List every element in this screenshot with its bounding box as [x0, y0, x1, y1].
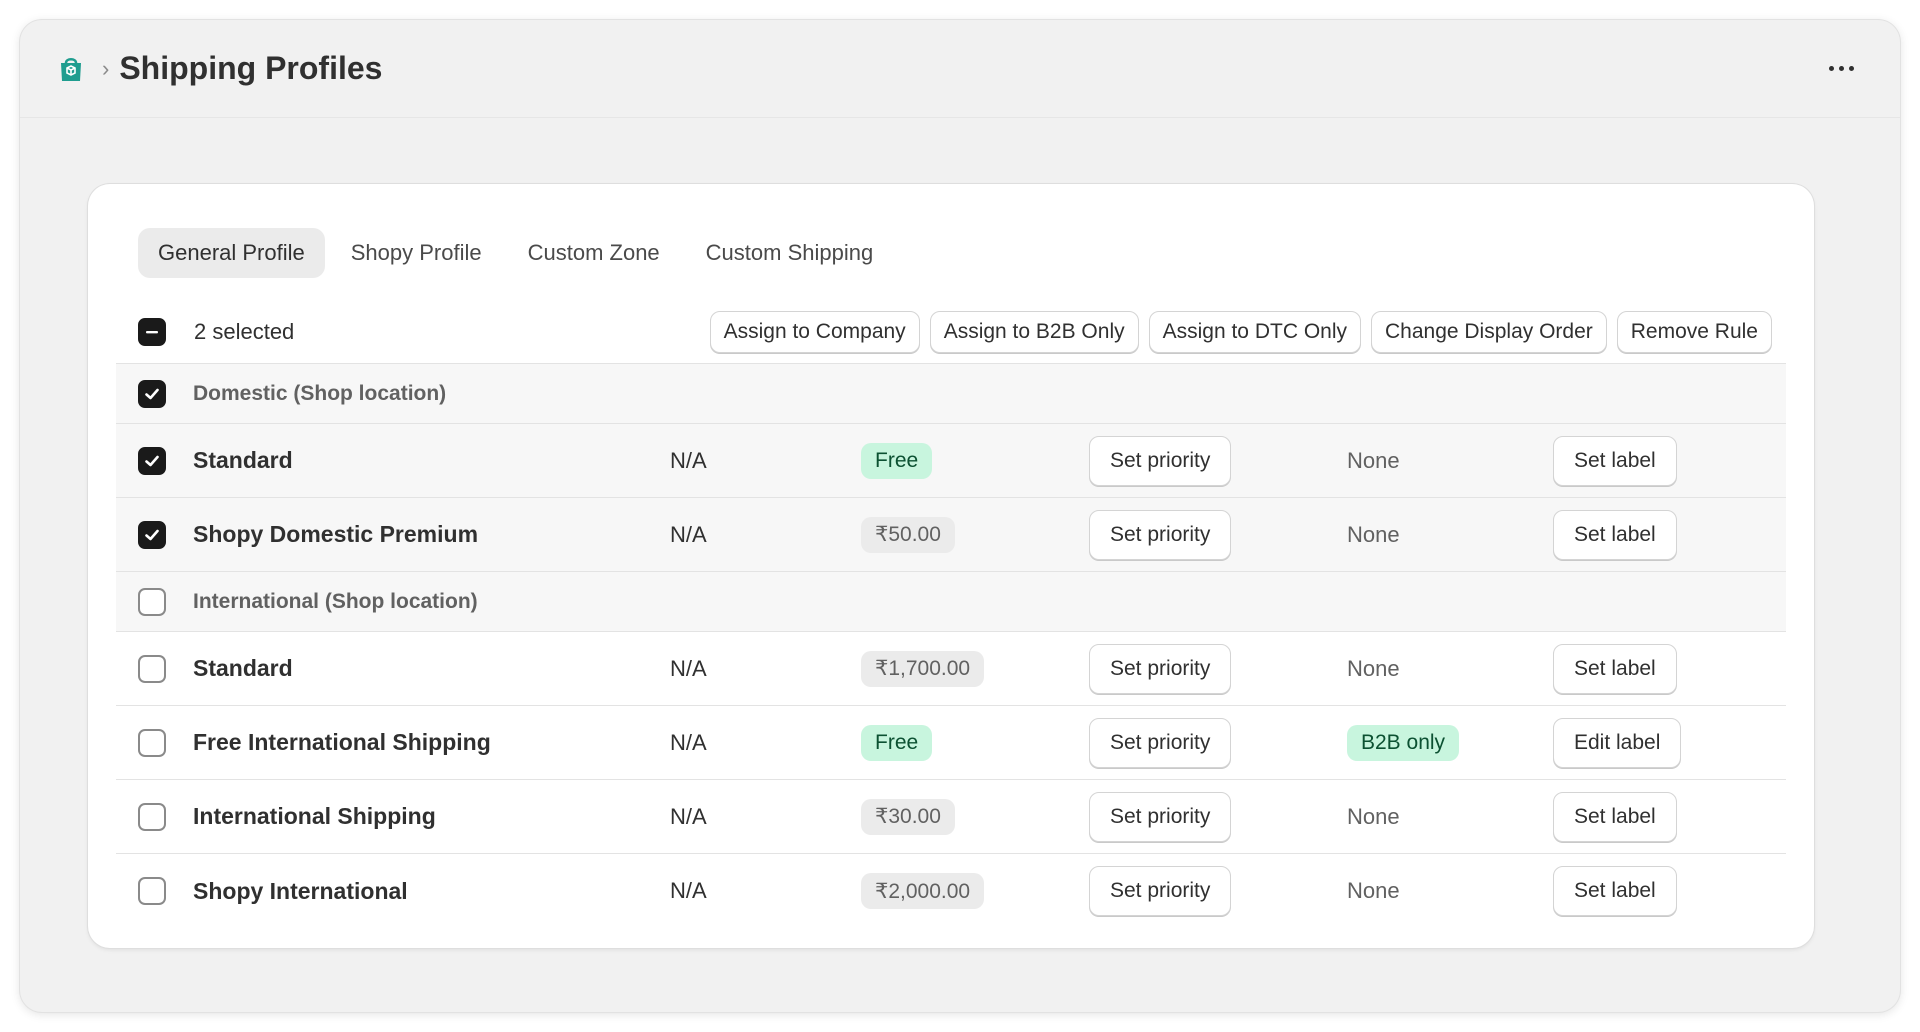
checkmark-icon	[145, 388, 159, 399]
audience-tag: None	[1347, 878, 1400, 903]
rate-condition: N/A	[670, 447, 707, 473]
select-all-checkbox[interactable]	[138, 317, 166, 346]
audience-tag: None	[1347, 655, 1400, 681]
edit-label-button[interactable]: Edit label	[1553, 717, 1682, 768]
page-title: Shipping Profiles	[119, 50, 383, 86]
table-row[interactable]: International Shipping N/A ₹30.00 Set pr…	[116, 780, 1786, 854]
zone-group-row: Domestic (Shop location)	[116, 364, 1786, 424]
rate-name: Standard	[193, 447, 293, 473]
remove-rule-button[interactable]: Remove Rule	[1616, 310, 1772, 353]
more-actions-button[interactable]	[1819, 56, 1864, 81]
bulk-actions-bar: 2 selected Assign to Company Assign to B…	[116, 300, 1786, 364]
price-badge: Free	[861, 442, 933, 479]
tab-general-profile[interactable]: General Profile	[138, 228, 325, 278]
set-label-button[interactable]: Set label	[1553, 509, 1677, 560]
set-priority-button[interactable]: Set priority	[1089, 643, 1232, 694]
price-badge: ₹1,700.00	[861, 650, 985, 687]
set-priority-button[interactable]: Set priority	[1089, 717, 1232, 768]
assign-to-dtc-only-button[interactable]: Assign to DTC Only	[1148, 310, 1361, 353]
zone-group-row: International (Shop location)	[116, 572, 1786, 632]
price-badge: ₹50.00	[861, 516, 955, 553]
set-priority-button[interactable]: Set priority	[1089, 791, 1232, 842]
change-display-order-button[interactable]: Change Display Order	[1371, 310, 1607, 353]
table-row[interactable]: Free International Shipping N/A Free Set…	[116, 706, 1786, 780]
top-bar: › Shipping Profiles	[20, 20, 1900, 118]
audience-tag: None	[1347, 803, 1400, 829]
bulk-action-buttons: Assign to Company Assign to B2B Only Ass…	[709, 310, 1772, 353]
rate-name: Shopy International	[193, 877, 408, 904]
row-checkbox[interactable]	[138, 654, 166, 683]
rate-condition: N/A	[670, 521, 707, 547]
assign-to-b2b-only-button[interactable]: Assign to B2B Only	[929, 310, 1139, 353]
audience-tag: None	[1347, 447, 1400, 473]
row-checkbox[interactable]	[138, 520, 166, 549]
rate-name: Shopy Domestic Premium	[193, 521, 479, 547]
checkmark-icon	[145, 529, 159, 540]
set-label-button[interactable]: Set label	[1553, 866, 1677, 916]
set-label-button[interactable]: Set label	[1553, 791, 1677, 842]
group-checkbox[interactable]	[138, 379, 166, 408]
rate-name: International Shipping	[193, 803, 436, 829]
rate-condition: N/A	[670, 729, 707, 755]
tab-shopy-profile[interactable]: Shopy Profile	[350, 240, 482, 265]
checkmark-icon	[145, 455, 159, 466]
set-label-button[interactable]: Set label	[1553, 435, 1677, 486]
group-label: Domestic (Shop location)	[193, 381, 447, 405]
minus-icon	[146, 330, 158, 333]
breadcrumb-separator: ›	[102, 55, 110, 81]
set-priority-button[interactable]: Set priority	[1089, 866, 1232, 916]
assign-to-company-button[interactable]: Assign to Company	[709, 310, 920, 353]
set-priority-button[interactable]: Set priority	[1089, 435, 1232, 486]
row-checkbox[interactable]	[138, 802, 166, 831]
price-badge: ₹30.00	[861, 798, 955, 835]
tab-custom-shipping[interactable]: Custom Shipping	[705, 240, 874, 265]
rate-condition: N/A	[670, 655, 707, 681]
shipping-profiles-card: General Profile Shopy Profile Custom Zon…	[88, 184, 1814, 948]
table-row[interactable]: Standard N/A ₹1,700.00 Set priority None…	[116, 632, 1786, 706]
rate-condition: N/A	[670, 803, 707, 829]
audience-tag: None	[1347, 521, 1400, 547]
audience-tag: B2B only	[1347, 724, 1460, 761]
table-row[interactable]: Shopy Domestic Premium N/A ₹50.00 Set pr…	[116, 498, 1786, 572]
table-row[interactable]: Standard N/A Free Set priority None Set …	[116, 424, 1786, 498]
app-window: › Shipping Profiles General Profile Shop…	[20, 20, 1900, 1012]
rate-name: Free International Shipping	[193, 729, 491, 755]
set-label-button[interactable]: Set label	[1553, 643, 1677, 694]
rate-condition: N/A	[670, 878, 707, 903]
row-checkbox[interactable]	[138, 728, 166, 757]
ellipsis-horizontal-icon	[1829, 66, 1834, 71]
row-checkbox[interactable]	[138, 877, 166, 905]
shopping-bag-box-icon[interactable]	[56, 54, 86, 84]
row-checkbox[interactable]	[138, 446, 166, 475]
price-badge: Free	[861, 724, 933, 761]
rate-name: Standard	[193, 655, 293, 681]
tab-custom-zone[interactable]: Custom Zone	[527, 240, 660, 265]
profile-tabs: General Profile Shopy Profile Custom Zon…	[138, 228, 893, 278]
price-badge: ₹2,000.00	[861, 873, 985, 909]
group-checkbox[interactable]	[138, 587, 166, 616]
shipping-rates-table: Domestic (Shop location) Standard N/A Fr…	[116, 364, 1786, 928]
set-priority-button[interactable]: Set priority	[1089, 509, 1232, 560]
selected-count: 2 selected	[194, 318, 295, 344]
group-label: International (Shop location)	[193, 589, 478, 613]
table-row[interactable]: Shopy International N/A ₹2,000.00 Set pr…	[116, 854, 1786, 928]
